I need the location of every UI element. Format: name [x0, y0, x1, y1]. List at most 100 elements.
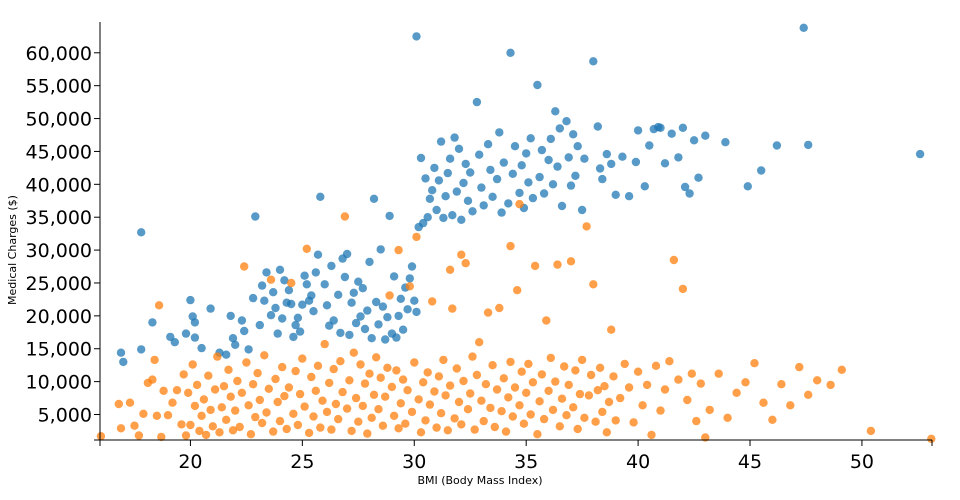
- data-point: [300, 402, 309, 411]
- data-point: [866, 426, 876, 436]
- data-point: [336, 328, 345, 338]
- y-tick-label: 55,000: [26, 76, 92, 98]
- data-point: [222, 350, 231, 359]
- data-point: [669, 255, 679, 265]
- data-point: [134, 431, 144, 440]
- data-point: [416, 428, 426, 437]
- data-point: [696, 379, 705, 388]
- data-point: [441, 391, 450, 400]
- data-point: [316, 423, 325, 432]
- data-point: [461, 259, 470, 268]
- data-point: [322, 301, 332, 310]
- data-point: [504, 199, 513, 208]
- data-point: [557, 201, 567, 211]
- data-point: [208, 422, 217, 431]
- data-point: [354, 277, 363, 286]
- data-point: [376, 245, 385, 254]
- data-point: [490, 422, 499, 432]
- data-point: [501, 427, 511, 436]
- data-point: [125, 398, 135, 407]
- data-point: [492, 385, 502, 394]
- y-tick-label: 10,000: [26, 372, 92, 394]
- data-point: [325, 378, 334, 388]
- data-point: [363, 306, 372, 315]
- data-point: [347, 298, 356, 307]
- data-point: [266, 275, 276, 284]
- data-point: [573, 424, 582, 434]
- data-point: [522, 388, 531, 397]
- data-point: [293, 420, 303, 430]
- data-point: [589, 57, 598, 66]
- data-point: [354, 417, 363, 426]
- data-point: [394, 424, 403, 433]
- data-point: [244, 401, 253, 410]
- data-point: [799, 23, 808, 32]
- data-point: [190, 401, 200, 411]
- data-point: [674, 375, 683, 384]
- data-point: [629, 418, 638, 427]
- data-point: [721, 138, 730, 147]
- data-point: [372, 353, 381, 362]
- data-point: [468, 207, 477, 216]
- data-point: [240, 262, 249, 271]
- data-point: [463, 405, 473, 414]
- data-point: [273, 329, 282, 338]
- data-point: [264, 384, 273, 393]
- data-point: [190, 333, 200, 342]
- data-point: [345, 330, 354, 340]
- data-point: [575, 389, 585, 399]
- data-point: [396, 399, 405, 408]
- data-point: [492, 174, 502, 184]
- data-point: [345, 376, 354, 385]
- data-point: [311, 268, 320, 277]
- data-point: [275, 416, 285, 426]
- data-point: [582, 222, 591, 231]
- data-point: [667, 129, 676, 138]
- data-point: [242, 358, 251, 367]
- data-point: [320, 280, 329, 289]
- data-point: [678, 284, 688, 294]
- data-point: [656, 406, 665, 415]
- data-point: [633, 367, 643, 376]
- data-point: [457, 420, 466, 429]
- data-point: [237, 388, 247, 397]
- data-point: [137, 345, 146, 354]
- data-point: [757, 166, 766, 175]
- data-point: [499, 374, 508, 383]
- data-point: [184, 388, 193, 397]
- data-point: [705, 405, 714, 415]
- y-tick-label: 35,000: [26, 207, 92, 229]
- data-point: [694, 173, 703, 182]
- data-point: [562, 411, 571, 420]
- data-point: [624, 383, 634, 392]
- data-point: [463, 196, 473, 205]
- data-point: [119, 357, 128, 367]
- data-point: [358, 401, 367, 411]
- data-point: [266, 311, 276, 320]
- data-point: [278, 362, 287, 372]
- data-point: [466, 168, 475, 177]
- data-point: [150, 355, 159, 365]
- data-point: [278, 314, 287, 323]
- data-point: [510, 383, 520, 392]
- data-point: [604, 397, 614, 407]
- data-point: [602, 428, 611, 437]
- data-point: [197, 343, 206, 353]
- data-point: [421, 416, 430, 425]
- data-point: [777, 380, 786, 389]
- data-point: [609, 372, 618, 381]
- data-point: [351, 318, 361, 328]
- data-point: [412, 307, 421, 317]
- data-point: [555, 422, 564, 431]
- data-point: [584, 391, 594, 400]
- data-point: [365, 257, 374, 267]
- data-point: [665, 357, 674, 366]
- data-point: [450, 133, 459, 142]
- data-point: [172, 386, 182, 395]
- data-point: [374, 320, 383, 329]
- data-point: [750, 359, 759, 368]
- data-point: [271, 374, 280, 384]
- data-point: [428, 186, 437, 195]
- data-point: [528, 378, 538, 387]
- data-point: [488, 361, 497, 370]
